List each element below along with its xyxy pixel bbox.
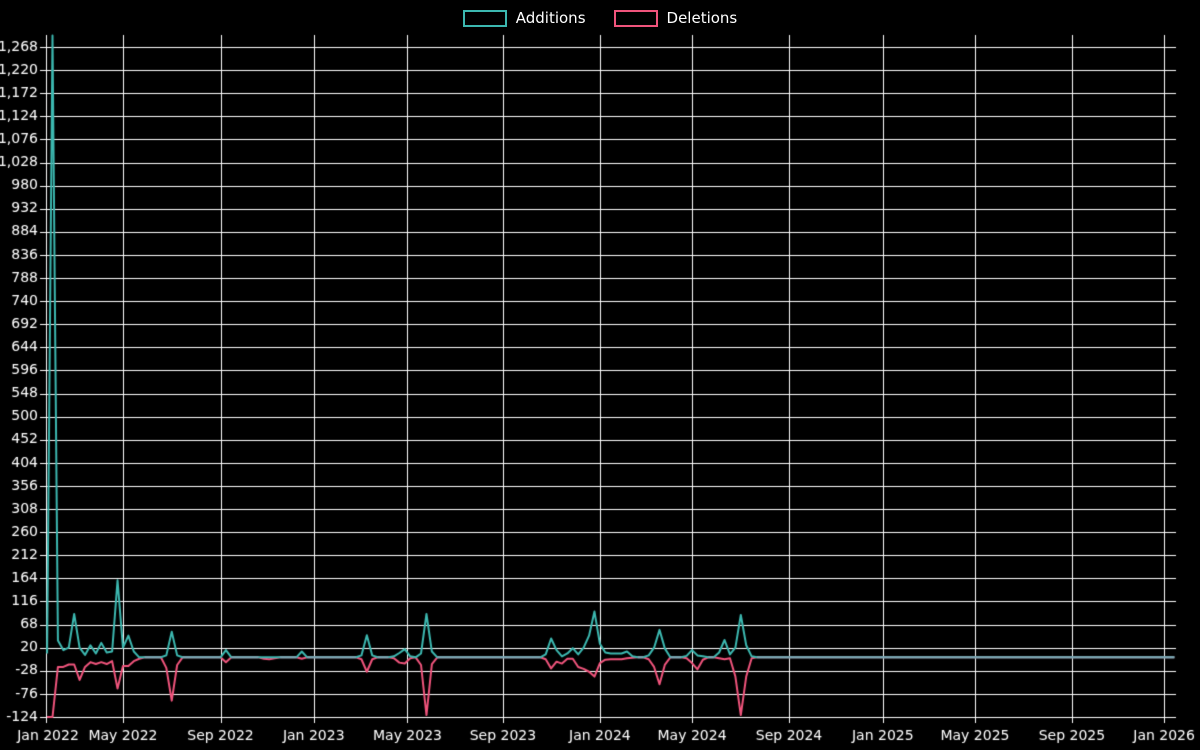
legend-label-deletions: Deletions	[666, 9, 738, 27]
legend-item-deletions[interactable]: Deletions	[613, 9, 738, 27]
additions-swatch-icon	[462, 9, 507, 27]
legend-item-additions[interactable]: Additions	[462, 9, 586, 27]
legend-label-additions: Additions	[515, 9, 586, 27]
deletions-swatch-icon	[613, 9, 658, 27]
chart-legend: Additions Deletions	[0, 9, 1200, 27]
